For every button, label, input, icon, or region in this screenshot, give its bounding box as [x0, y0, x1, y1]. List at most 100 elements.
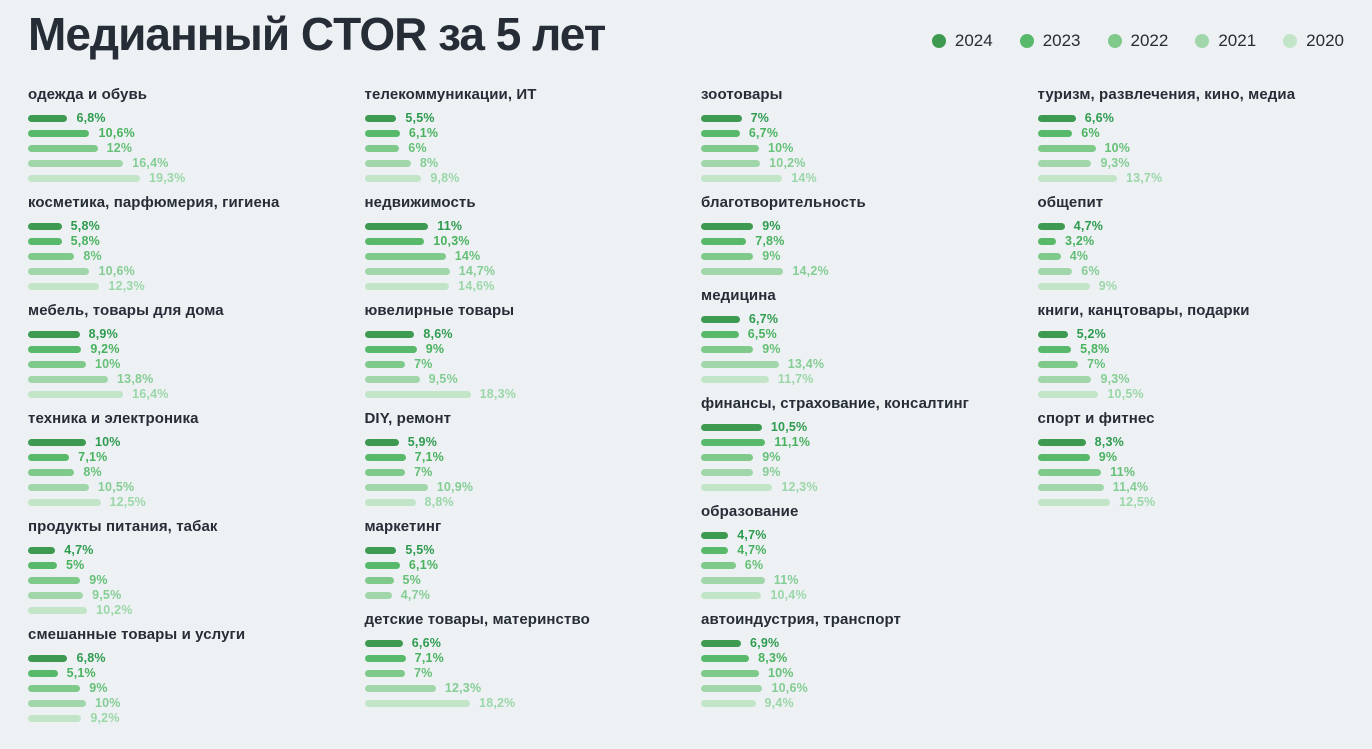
bar-value-label: 9,8%: [430, 171, 460, 186]
bar-2023: [1037, 129, 1073, 137]
bar-2022: [701, 669, 759, 677]
bar-value-label: 10%: [95, 435, 121, 450]
bar-value-label: 9,3%: [1100, 372, 1130, 387]
bar-row: 9,4%: [701, 696, 1008, 711]
bar-2024: [28, 330, 80, 338]
bar-2021: [364, 159, 411, 167]
bar-2023: [28, 561, 57, 569]
ctor-report-page: Медианный CTOR за 5 лет 2024 2023 2022 2021…: [28, 8, 1344, 733]
category-group: смешанные товары и услуги 6,8% 5,1% 9% 10% 9,…: [28, 625, 335, 726]
category-title: образование: [701, 502, 799, 520]
bar-value-label: 4,7%: [737, 528, 767, 543]
category-title: благотворительность: [701, 193, 866, 211]
bar-2024: [364, 546, 397, 554]
category-title: туризм, развлечения, кино, медиа: [1037, 85, 1296, 103]
bar-value-label: 7,1%: [78, 450, 108, 465]
bar-row: 7%: [364, 666, 672, 681]
category-group: маркетинг 5,5% 6,1% 5% 4,7%: [364, 517, 672, 603]
bar-row: 9%: [28, 681, 335, 696]
bar-row: 16,4%: [28, 387, 335, 402]
category-group: автоиндустрия, транспорт 6,9% 8,3% 10% 10,6%…: [701, 610, 1008, 711]
bar-row: 12,3%: [28, 279, 335, 294]
bar-2024: [364, 639, 403, 647]
bar-value-label: 16,4%: [132, 156, 169, 171]
bar-row: 6%: [701, 558, 1008, 573]
bar-value-label: 10,5%: [770, 420, 808, 435]
bar-2021: [701, 360, 779, 368]
bar-value-label: 5,5%: [405, 111, 435, 126]
bar-value-label: 10,9%: [436, 480, 474, 495]
bar-value-label: 6,8%: [76, 651, 106, 666]
bar-row: 18,3%: [364, 387, 672, 402]
bar-row: 5,8%: [1037, 342, 1345, 357]
bar-2020: [364, 282, 450, 290]
bar-value-label: 12,3%: [108, 279, 145, 294]
bar-2021: [1037, 159, 1092, 167]
bar-2020: [28, 714, 82, 722]
bar-2021: [28, 483, 89, 491]
bar-row: 9%: [1037, 279, 1345, 294]
bar-row: 9,3%: [1037, 156, 1345, 171]
category-title: телекоммуникации, ИТ: [364, 85, 537, 103]
legend-label: 2022: [1130, 31, 1169, 51]
bar-row: 5,5%: [364, 111, 672, 126]
bar-2021: [28, 375, 109, 383]
bar-value-label: 8,9%: [88, 327, 118, 342]
bar-row: 10,3%: [364, 234, 672, 249]
category-group: продукты питания, табак 4,7% 5% 9% 9,5% 10,2%: [28, 517, 335, 618]
category-group: зоотовары 7% 6,7% 10% 10,2% 14%: [701, 85, 1008, 186]
chart-grid: одежда и обувь 6,8% 10,6% 12% 16,4% 19,3% косм…: [28, 85, 1344, 733]
bar-value-label: 6,7%: [748, 126, 779, 141]
category-title: автоиндустрия, транспорт: [701, 610, 901, 628]
bar-row: 9%: [1037, 450, 1345, 465]
bar-2022: [701, 453, 754, 461]
bar-row: 9,2%: [28, 711, 335, 726]
legend-item-2021: 2021: [1195, 31, 1256, 51]
legend-dot-icon: [1195, 34, 1210, 49]
bar-row: 11,7%: [701, 372, 1008, 387]
bar-value-label: 6,1%: [408, 558, 439, 573]
bar-2020: [28, 390, 124, 398]
bar-row: 8%: [364, 156, 672, 171]
bar-row: 14%: [701, 171, 1008, 186]
bar-value-label: 11%: [773, 573, 799, 588]
bar-value-label: 10,6%: [771, 681, 808, 696]
bar-value-label: 6,1%: [408, 126, 439, 141]
bar-value-label: 7,1%: [414, 651, 444, 666]
bar-row: 9%: [701, 465, 1008, 480]
bar-row: 9%: [701, 219, 1008, 234]
bar-value-label: 7%: [414, 357, 433, 372]
bar-2022: [701, 252, 754, 260]
bar-row: 4,7%: [364, 588, 672, 603]
bar-value-label: 5,5%: [405, 543, 435, 558]
bar-row: 16,4%: [28, 156, 335, 171]
bar-value-label: 9%: [762, 219, 781, 234]
bar-value-label: 10,5%: [97, 480, 135, 495]
bar-2023: [701, 654, 750, 662]
bar-2022: [1037, 360, 1079, 368]
bar-2021: [364, 483, 428, 491]
bar-2023: [28, 345, 82, 353]
bar-2024: [1037, 114, 1076, 122]
bar-row: 12,3%: [701, 480, 1008, 495]
bar-value-label: 4,7%: [400, 588, 431, 603]
bar-2021: [364, 375, 420, 383]
bar-value-label: 5,8%: [70, 219, 100, 234]
legend-item-2022: 2022: [1107, 31, 1169, 51]
bar-2024: [1037, 330, 1068, 338]
bar-value-label: 10,4%: [770, 588, 807, 603]
bar-value-label: 10,2%: [96, 603, 133, 618]
bar-row: 5,1%: [28, 666, 335, 681]
bar-row: 10,4%: [701, 588, 1008, 603]
bar-value-label: 7%: [750, 111, 770, 126]
bar-2021: [701, 576, 765, 584]
bar-value-label: 10%: [768, 666, 794, 681]
bar-value-label: 7%: [414, 666, 433, 681]
bar-row: 7%: [364, 465, 672, 480]
bar-row: 9%: [701, 450, 1008, 465]
bar-value-label: 6,9%: [750, 636, 780, 651]
header: Медианный CTOR за 5 лет 2024 2023 2022 2021…: [28, 8, 1344, 61]
bar-value-label: 12%: [106, 141, 133, 156]
bar-2023: [701, 237, 747, 245]
bar-row: 10,9%: [364, 480, 672, 495]
